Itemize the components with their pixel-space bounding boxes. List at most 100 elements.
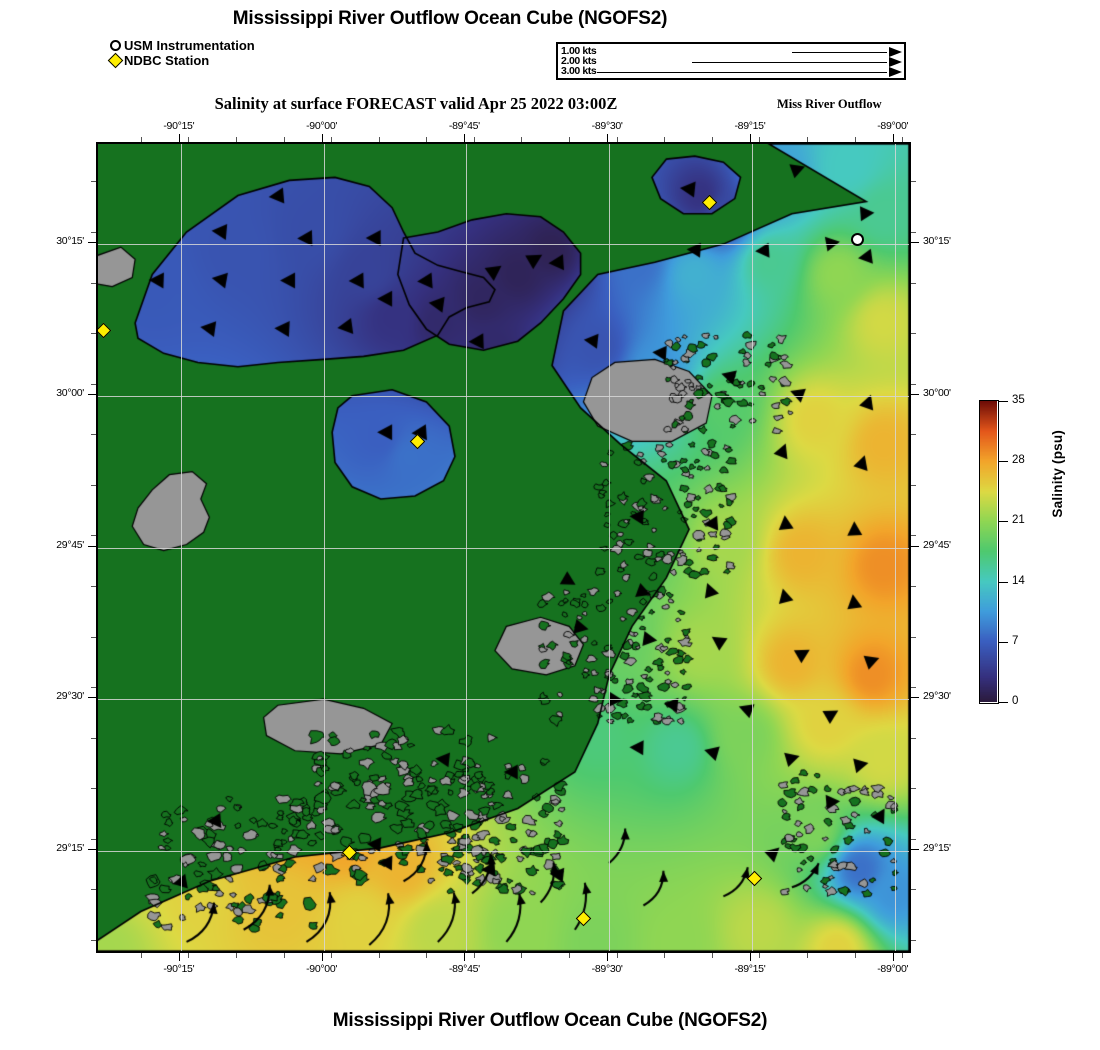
lat-major-tick [911, 242, 919, 244]
lat-minor-tick [91, 282, 96, 284]
lon-minor-tick [807, 953, 809, 958]
current-vectors-overlay [98, 144, 909, 951]
marker-legend: USM Instrumentation NDBC Station [107, 38, 255, 69]
lon-minor-tick [759, 137, 761, 142]
lat-minor-tick [911, 535, 916, 537]
lat-minor-tick [911, 484, 916, 486]
lat-minor-tick [911, 889, 916, 891]
lon-major-tick [178, 134, 180, 142]
colorbar-gradient [980, 401, 997, 702]
lon-minor-tick [807, 137, 809, 142]
lon-minor-tick [902, 953, 904, 958]
lon-axis-label: -89°45' [448, 963, 480, 975]
lat-minor-tick [91, 535, 96, 537]
lat-minor-tick [911, 181, 916, 183]
lat-axis-label: 29°45' [923, 538, 951, 551]
lat-minor-tick [91, 838, 96, 840]
current-vector-scale-legend: 1.00 kts 2.00 kts 3.00 kts [556, 42, 906, 80]
vector-scale-label: 1.00 kts [561, 45, 597, 57]
lat-minor-tick [91, 939, 96, 941]
lon-minor-tick [188, 137, 190, 142]
vector-shaft [792, 52, 887, 53]
legend-label-usm: USM Instrumentation [124, 38, 255, 53]
lat-major-tick [88, 848, 96, 850]
lon-major-tick [178, 953, 180, 961]
graticule-meridian [181, 144, 182, 951]
graticule-parallel [98, 851, 909, 852]
lon-minor-tick [854, 953, 856, 958]
graticule-parallel [98, 244, 909, 245]
lat-major-tick [88, 242, 96, 244]
legend-label-ndbc: NDBC Station [124, 53, 210, 68]
lon-minor-tick [521, 953, 523, 958]
lat-minor-tick [911, 232, 916, 233]
lat-axis-label: 29°15' [923, 841, 951, 854]
lat-minor-tick [911, 737, 916, 739]
lat-minor-tick [911, 939, 916, 941]
lat-minor-tick [91, 383, 96, 385]
lon-axis-label: -89°45' [448, 120, 480, 132]
page-title: Mississippi River Outflow Ocean Cube (NG… [232, 8, 668, 29]
colorbar-tick-label: 7 [1012, 634, 1019, 647]
colorbar-tick-label: 35 [1012, 394, 1025, 406]
lon-minor-tick [569, 953, 571, 958]
lat-minor-tick [911, 838, 916, 840]
lat-axis-label: 29°30' [56, 690, 84, 703]
colorbar-tick [999, 581, 1008, 583]
lat-minor-tick [91, 333, 96, 335]
colorbar-tick-label: 21 [1012, 514, 1025, 527]
salinity-map[interactable] [96, 142, 911, 953]
vector-shaft [597, 72, 887, 73]
vector-scale-row: 2.00 kts [558, 55, 904, 68]
lon-minor-tick [711, 137, 713, 142]
lon-minor-tick [473, 953, 475, 958]
lon-minor-tick [188, 953, 190, 958]
lon-axis-label: -89°30' [591, 120, 623, 132]
lon-major-tick [321, 953, 323, 961]
lon-minor-tick [331, 137, 333, 142]
lon-minor-tick [140, 137, 142, 142]
circle-marker-icon[interactable] [851, 232, 865, 246]
lat-minor-tick [911, 788, 916, 790]
lat-axis-label: 29°30' [923, 690, 951, 703]
lon-axis-label: -90°00' [306, 120, 338, 132]
colorbar-tick-label: 28 [1012, 454, 1025, 467]
lon-minor-tick [664, 953, 666, 958]
lat-axis-label: 29°45' [56, 538, 84, 551]
lat-minor-tick [91, 232, 96, 233]
circle-marker-icon [110, 40, 121, 51]
lat-minor-tick [91, 181, 96, 183]
vector-scale-label: 2.00 kts [561, 55, 597, 67]
colorbar-tick [999, 521, 1008, 523]
lat-minor-tick [91, 484, 96, 486]
lon-minor-tick [378, 137, 380, 142]
legend-item-ndbc: NDBC Station [107, 52, 255, 69]
lon-major-tick [464, 953, 466, 961]
lat-major-tick [88, 697, 96, 699]
lat-major-tick [911, 848, 919, 850]
lat-minor-tick [91, 788, 96, 790]
lon-minor-tick [283, 953, 285, 958]
graticule-meridian [324, 144, 325, 951]
colorbar-tick [999, 641, 1008, 643]
graticule-parallel [98, 396, 909, 397]
lon-axis-label: -89°00' [877, 120, 909, 132]
lat-major-tick [911, 697, 919, 699]
lon-minor-tick [235, 137, 237, 142]
legend-item-usm: USM Instrumentation [110, 38, 255, 53]
colorbar[interactable] [979, 400, 999, 704]
lon-axis-label: -89°00' [877, 963, 909, 975]
lon-axis-label: -89°30' [591, 963, 623, 975]
graticule-meridian [752, 144, 753, 951]
lon-minor-tick [664, 137, 666, 142]
lon-minor-tick [473, 137, 475, 142]
lat-major-tick [88, 545, 96, 547]
lon-minor-tick [759, 953, 761, 958]
lat-major-tick [911, 393, 919, 395]
lat-minor-tick [911, 333, 916, 335]
lon-minor-tick [283, 137, 285, 142]
lon-major-tick [464, 134, 466, 142]
lon-axis-label: -90°00' [306, 963, 338, 975]
lon-axis-label: -89°15' [734, 963, 766, 975]
lat-minor-tick [91, 585, 96, 587]
